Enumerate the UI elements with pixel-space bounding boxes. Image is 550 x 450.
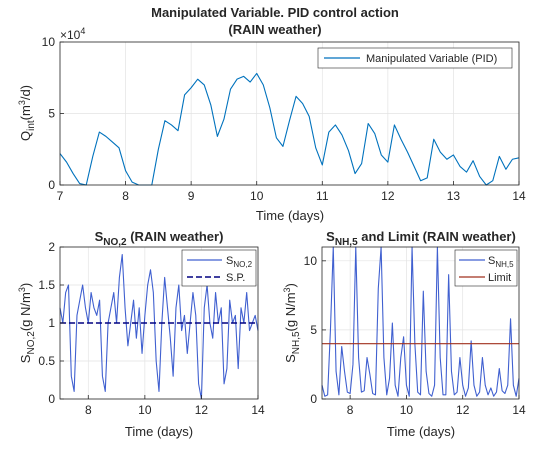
snox-legend-label-1: SNO,2 xyxy=(226,255,253,269)
snh-axes-box xyxy=(321,246,520,400)
top-legend-box xyxy=(317,47,513,69)
snox-ytick-label: 1.5 xyxy=(38,278,55,292)
top-legend: Manipulated Variable (PID) xyxy=(317,47,513,69)
snox-legend-box xyxy=(181,249,257,287)
top-xtick-label: 9 xyxy=(188,189,195,203)
snox-xticks: 8 10 12 14 xyxy=(85,395,265,417)
snh-yticks: 0 5 10 xyxy=(304,254,326,406)
snh-title: SNH,5 and Limit (RAIN weather) xyxy=(326,229,516,248)
snh-ytick-label: 0 xyxy=(310,392,317,406)
top-ytick-label: 10 xyxy=(42,35,56,49)
top-xlabel: Time (days) xyxy=(256,208,324,223)
snox-legend: SNO,2 S.P. xyxy=(181,249,257,287)
snox-series xyxy=(59,254,259,400)
top-series xyxy=(59,72,520,186)
snox-title: SNO,2 (RAIN weather) xyxy=(95,229,224,248)
snh-legend-label-2: Limit xyxy=(488,272,511,284)
top-ylabel: Qint(m3/d) xyxy=(17,85,37,141)
top-exponent-label: ×104 xyxy=(60,26,85,42)
snh-xlabel: Time (days) xyxy=(387,424,455,439)
snox-axes: 8 10 12 14 0 0.5 1 1.5 2 SNO,2 (RAIN weather) T… xyxy=(17,229,265,439)
top-yticks: 0 5 10 xyxy=(42,35,64,192)
snox-ytick-label: 2 xyxy=(48,240,55,254)
top-xticks: 7 8 9 10 11 12 13 14 xyxy=(57,181,526,203)
snox-ytick-label: 0.5 xyxy=(38,354,55,368)
snox-xlabel: Time (days) xyxy=(125,424,193,439)
snh-xtick-label: 10 xyxy=(400,403,414,417)
snh-series xyxy=(321,246,520,397)
top-axes: 7 8 9 10 11 12 13 14 0 5 10 ×104 Time (days) Qint… xyxy=(17,26,526,223)
snox-xtick-label: 12 xyxy=(195,403,209,417)
top-xtick-label: 11 xyxy=(316,189,329,203)
top-ytick-label: 0 xyxy=(48,178,55,192)
top-ytick-label: 5 xyxy=(48,107,55,121)
top-xtick-label: 13 xyxy=(447,189,461,203)
snh-ytick-label: 5 xyxy=(310,323,317,337)
snh-xtick-label: 14 xyxy=(512,403,526,417)
top-series-0-line xyxy=(59,72,520,186)
snox-xtick-label: 8 xyxy=(85,403,92,417)
snox-xtick-label: 10 xyxy=(138,403,152,417)
figure-title-line2: (RAIN weather) xyxy=(228,22,321,37)
snox-xtick-label: 14 xyxy=(251,403,265,417)
snh-xtick-label: 8 xyxy=(347,403,354,417)
top-xtick-label: 8 xyxy=(122,189,129,203)
snh-legend: SNH,5 Limit xyxy=(454,249,518,287)
top-xtick-label: 14 xyxy=(512,189,526,203)
snh-legend-box xyxy=(454,249,518,287)
snox-legend-label-2: S.P. xyxy=(226,272,245,284)
snh-legend-label-1: SNH,5 xyxy=(488,255,514,269)
snh-series-0-line xyxy=(321,246,520,397)
top-xtick-label: 7 xyxy=(57,189,64,203)
figure-title-line1: Manipulated Variable. PID control action xyxy=(151,5,399,20)
snh-xtick-label: 12 xyxy=(456,403,470,417)
top-xtick-label: 12 xyxy=(381,189,395,203)
snh-axes: 8 10 12 14 0 5 10 SNH,5 and Limit (RAIN weath… xyxy=(282,229,526,439)
snox-ytick-label: 1 xyxy=(48,316,55,330)
top-legend-label: Manipulated Variable (PID) xyxy=(366,53,497,65)
snh-xticks: 8 10 12 14 xyxy=(347,395,526,417)
snh-ylabel: SNH,5(g N/m3) xyxy=(282,283,302,363)
snox-yticks: 0 0.5 1 1.5 2 xyxy=(38,240,64,406)
snox-series-0-line xyxy=(59,254,259,400)
snh-ytick-label: 10 xyxy=(304,254,318,268)
snox-ytick-label: 0 xyxy=(48,392,55,406)
snox-ylabel: SNO,2(g N/m3) xyxy=(17,283,37,363)
top-xtick-label: 10 xyxy=(250,189,264,203)
